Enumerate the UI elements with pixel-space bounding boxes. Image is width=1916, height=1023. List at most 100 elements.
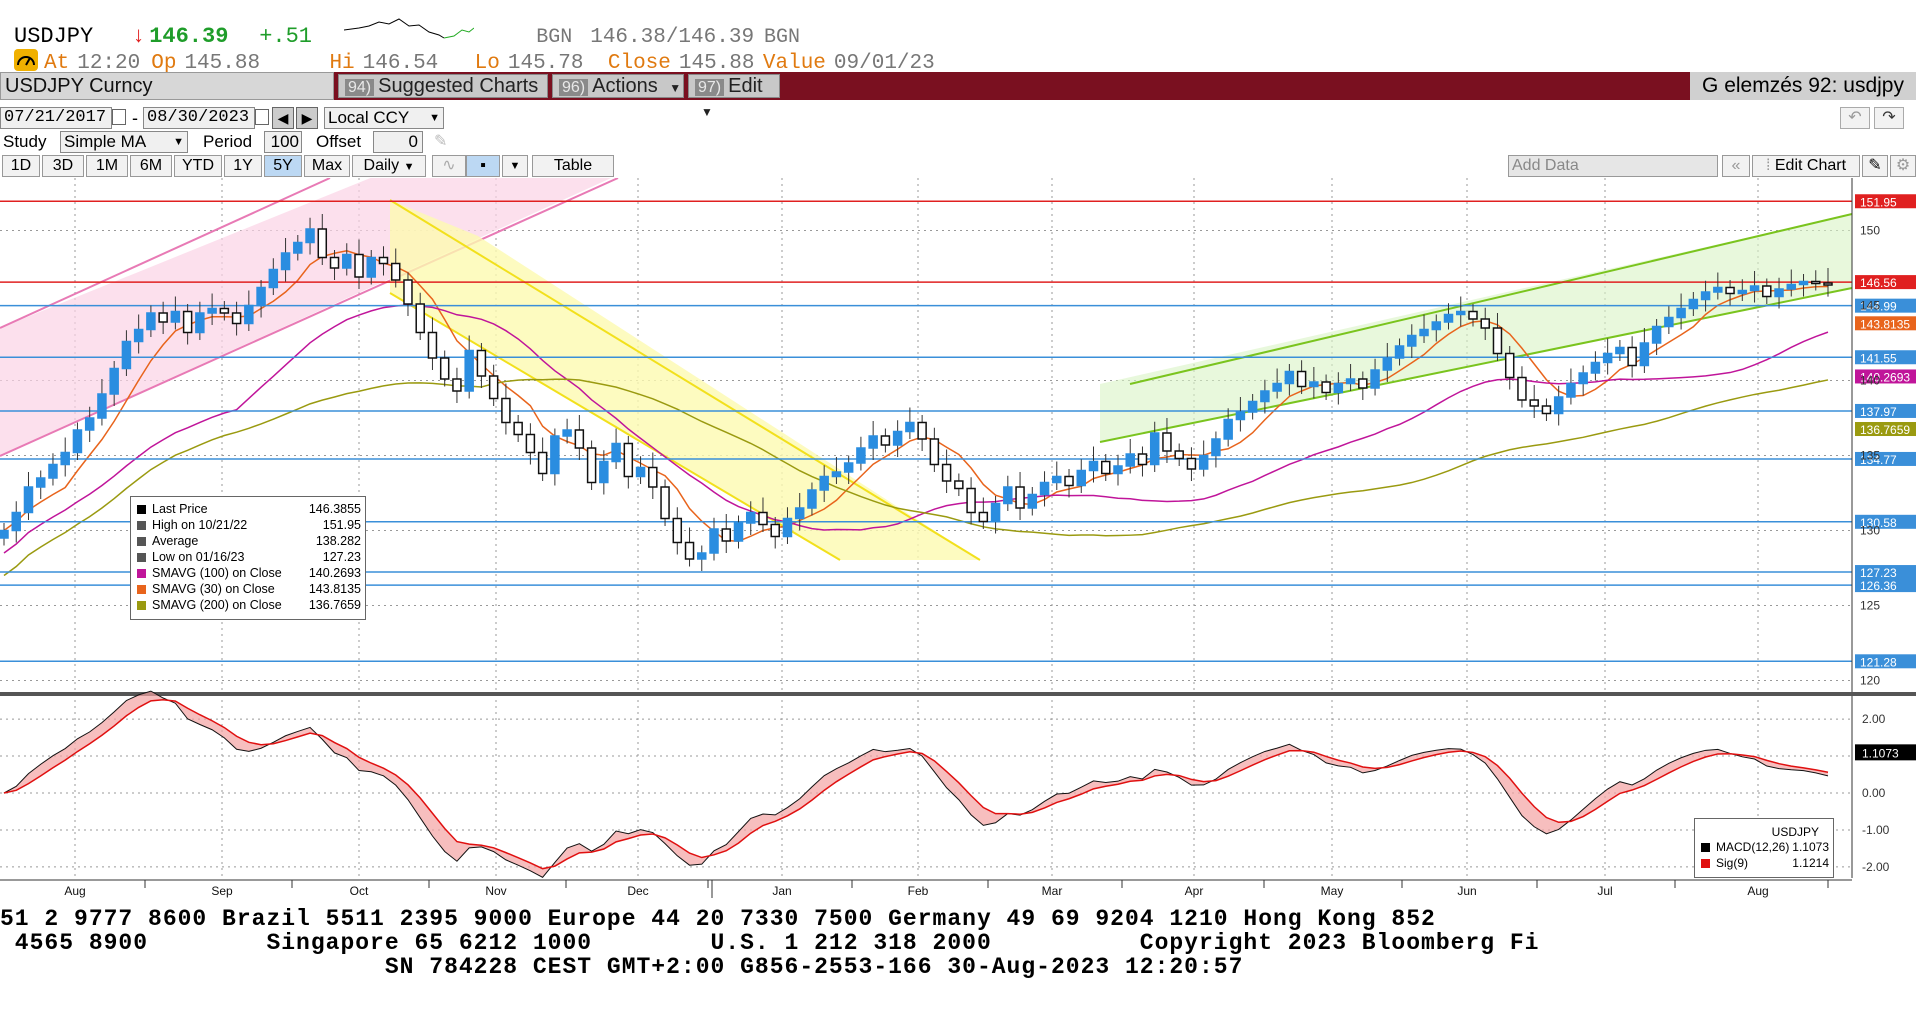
price-legend-swatch bbox=[137, 584, 146, 594]
macd-legend-value: 1.1214 bbox=[1792, 856, 1829, 870]
candle-up bbox=[464, 349, 474, 392]
range-tab-5y[interactable]: 5Y bbox=[264, 155, 302, 177]
candle-up bbox=[1615, 346, 1625, 355]
level-label: 141.55 bbox=[1860, 351, 1897, 365]
range-tab-1m[interactable]: 1M bbox=[86, 155, 128, 177]
range-tab-3d[interactable]: 3D bbox=[42, 155, 84, 177]
collapse-icon[interactable]: « bbox=[1722, 155, 1750, 177]
pencil-icon[interactable]: ✎ bbox=[434, 133, 448, 150]
edit-num: 97) bbox=[695, 79, 725, 96]
candle-up bbox=[611, 442, 621, 463]
candle-up bbox=[60, 451, 70, 466]
range-tab-max[interactable]: Max bbox=[304, 155, 350, 177]
range-tab-ytd[interactable]: YTD bbox=[174, 155, 222, 177]
edit-button[interactable]: 97) Edit ▼ bbox=[688, 74, 780, 119]
offset-label: Offset bbox=[316, 132, 362, 151]
candle-up bbox=[293, 241, 303, 254]
candle-up bbox=[1713, 286, 1723, 293]
study-select[interactable]: Simple MA ▼ bbox=[60, 131, 188, 153]
currency-text: Local CCY bbox=[328, 108, 410, 127]
ask-source: BGN bbox=[764, 26, 801, 49]
candle-down bbox=[501, 397, 511, 424]
footer-contacts-line1: 51 2 9777 8600 Brazil 5511 2395 9000 Eur… bbox=[0, 906, 1436, 932]
start-date-input[interactable]: 07/21/2017 bbox=[0, 107, 112, 129]
candle-down bbox=[917, 421, 927, 440]
level-label: 151.95 bbox=[1860, 195, 1897, 209]
level-label-box bbox=[1855, 403, 1916, 418]
range-3d-label: 3D bbox=[52, 157, 74, 174]
price-legend-swatch bbox=[137, 536, 146, 546]
gauge-icon[interactable] bbox=[14, 49, 38, 71]
candle-down bbox=[954, 480, 964, 490]
start-calendar-icon[interactable] bbox=[112, 109, 126, 125]
period-input[interactable]: 100 bbox=[264, 131, 302, 153]
end-calendar-icon[interactable] bbox=[255, 109, 269, 125]
range-tab-1d[interactable]: 1D bbox=[2, 155, 40, 177]
panel-separator bbox=[0, 692, 1916, 696]
price-legend-value: 138.282 bbox=[315, 534, 361, 548]
price-legend-swatch bbox=[137, 568, 146, 578]
prev-range-button[interactable]: ◀ bbox=[272, 107, 294, 129]
settings-gear-icon[interactable]: ⚙ bbox=[1890, 155, 1916, 177]
suggested-charts-button[interactable]: 94) Suggested Charts bbox=[338, 74, 548, 98]
add-data-input[interactable]: Add Data bbox=[1508, 155, 1718, 177]
range-tab-1y[interactable]: 1Y bbox=[224, 155, 262, 177]
candle-up bbox=[1590, 361, 1601, 374]
candlesticks bbox=[0, 214, 1833, 571]
candle-up bbox=[256, 286, 266, 307]
candle-down bbox=[1100, 460, 1111, 475]
candle-down bbox=[1541, 405, 1552, 415]
candle-up bbox=[1235, 411, 1246, 421]
end-date-input[interactable]: 08/30/2023 bbox=[143, 107, 255, 129]
frequency-select[interactable]: Daily ▼ bbox=[352, 155, 426, 177]
level-label: 137.97 bbox=[1860, 405, 1897, 419]
candle-down bbox=[158, 312, 168, 323]
level-label-box bbox=[1855, 275, 1916, 290]
actions-button[interactable]: 96) Actions ▼ bbox=[552, 74, 684, 98]
candle-down bbox=[1517, 376, 1527, 401]
annotate-icon[interactable]: ✎ bbox=[1862, 155, 1888, 177]
line-chart-icon[interactable]: ∿ bbox=[432, 155, 466, 177]
candle-down bbox=[525, 433, 536, 454]
candle-up bbox=[1382, 357, 1393, 371]
range-1d-label: 1D bbox=[10, 157, 32, 174]
candle-down bbox=[1015, 486, 1025, 509]
candle-up bbox=[35, 477, 46, 488]
price-legend-value: 151.95 bbox=[322, 518, 361, 532]
start-date-text: 07/21/2017 bbox=[4, 108, 107, 127]
edit-chart-button[interactable]: ⁞ Edit Chart bbox=[1752, 155, 1860, 177]
offset-input[interactable]: 0 bbox=[373, 131, 423, 153]
macd-legend: USDJPY MACD(12,26) 1.1073 Sig(9) 1.1214 bbox=[1694, 818, 1834, 878]
candle-up bbox=[84, 417, 95, 431]
currency-select[interactable]: Local CCY ▼ bbox=[324, 107, 444, 129]
undo-button[interactable]: ↶ bbox=[1840, 107, 1870, 129]
candle-up bbox=[1260, 390, 1270, 403]
chart-title: G elemzés 92: usdjpy bbox=[1702, 74, 1904, 97]
candle-chart-icon[interactable]: ▪ bbox=[466, 155, 500, 177]
range-tab-6m[interactable]: 6M bbox=[130, 155, 172, 177]
price-tick-label: 130 bbox=[1860, 524, 1880, 538]
candle-up bbox=[1419, 328, 1429, 337]
candle-up bbox=[562, 429, 572, 437]
open-value: 145.88 bbox=[184, 52, 261, 75]
candle-up bbox=[1664, 316, 1674, 328]
ticker-symbol: USDJPY bbox=[14, 24, 94, 49]
candle-up bbox=[599, 460, 609, 484]
candle-down bbox=[770, 523, 780, 538]
macd-tick-label: 2.00 bbox=[1862, 712, 1886, 726]
price-legend-value: 127.23 bbox=[322, 550, 361, 564]
candle-up bbox=[207, 307, 217, 314]
candle-up bbox=[905, 421, 915, 433]
table-button[interactable]: Table bbox=[532, 155, 614, 177]
level-label: 144.99 bbox=[1860, 300, 1897, 314]
chart-type-caret-icon[interactable]: ▼ bbox=[502, 155, 528, 177]
next-range-button[interactable]: ▶ bbox=[296, 107, 318, 129]
price-chart[interactable]: 151.95 146.56 144.99 143.8135 141.55 140.2693… bbox=[0, 178, 1916, 898]
redo-button[interactable]: ↷ bbox=[1874, 107, 1904, 129]
security-field[interactable]: USDJPY Curncy bbox=[0, 72, 334, 100]
add-data-text: Add Data bbox=[1512, 157, 1579, 174]
level-label-box bbox=[1855, 194, 1916, 209]
candle-up bbox=[23, 486, 34, 514]
candle-up bbox=[1149, 432, 1160, 466]
price-tick-label: 125 bbox=[1860, 599, 1880, 613]
